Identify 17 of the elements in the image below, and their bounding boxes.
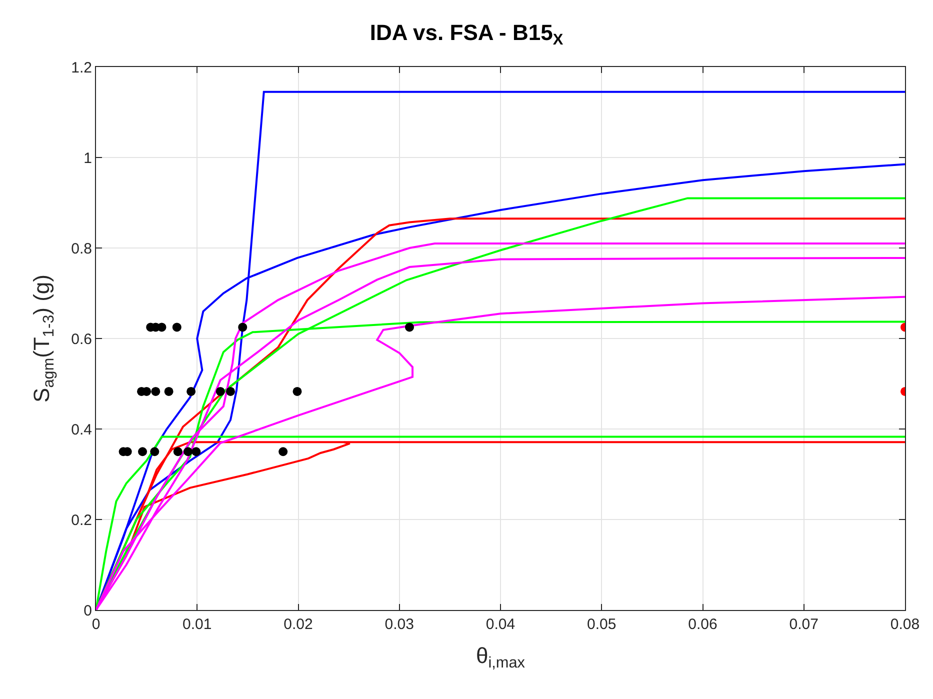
y-tick-label: 0.4 — [71, 421, 92, 438]
x-tick-label: 0.05 — [587, 616, 616, 633]
x-tick-label: 0.06 — [688, 616, 718, 633]
y-tick-label: 1 — [84, 150, 92, 167]
x-tick-label: 0.01 — [182, 616, 212, 633]
x-tick-label: 0.03 — [384, 616, 414, 633]
x-axis-title: θ$_{i,max}$ — [476, 642, 526, 672]
y-tick-label: 0 — [84, 602, 92, 620]
chart-title: IDA vs. FSA - B15$_{X}$ — [370, 20, 564, 48]
x-tick-label: 0.07 — [789, 616, 818, 633]
x-tick-label: 0.08 — [890, 616, 920, 633]
y-tick-label: 1.2 — [71, 59, 92, 76]
x-tick-label: 0.02 — [284, 616, 313, 633]
y-tick-label: 0.2 — [71, 512, 92, 529]
y-tick-label: 0.6 — [71, 330, 92, 348]
y-tick-label: 0.8 — [71, 240, 92, 258]
x-tick-label: 0.04 — [486, 616, 516, 633]
